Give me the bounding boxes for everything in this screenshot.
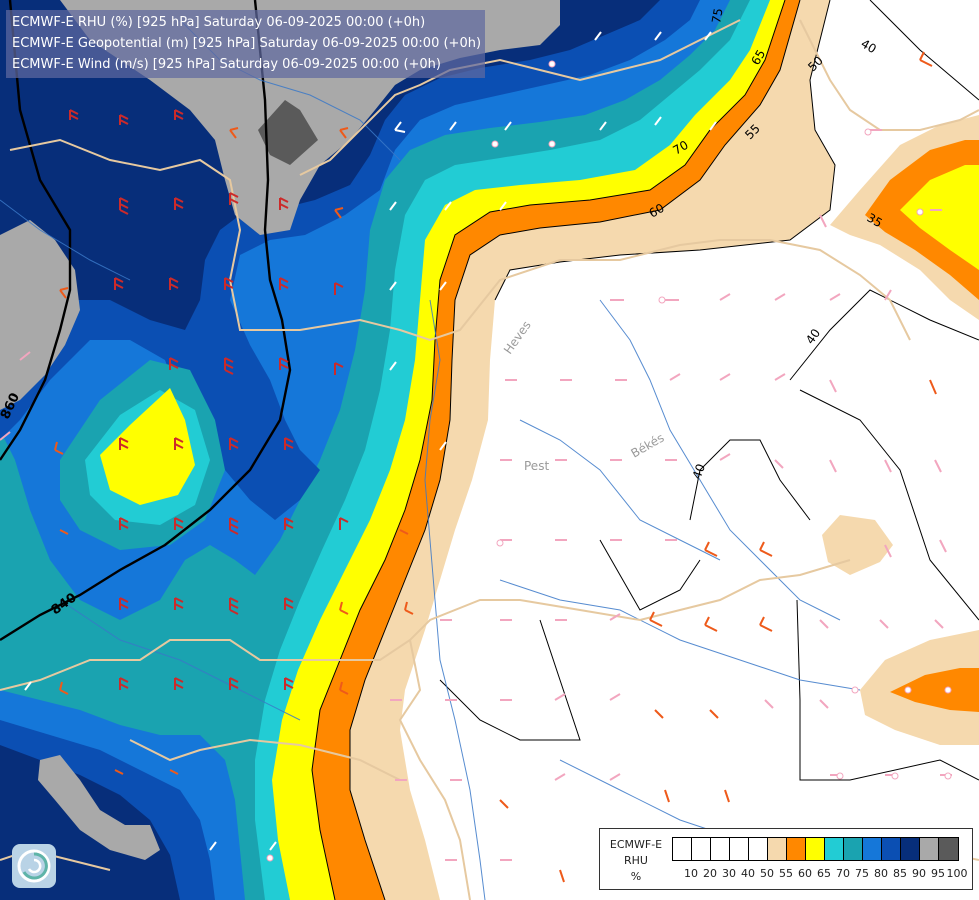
legend-swatch xyxy=(711,838,730,860)
legend-ticks: 10 20 30 40 50 55 60 65 70 75 80 85 90 95 100 xyxy=(672,867,972,881)
legend-swatches xyxy=(672,837,959,861)
legend-tick-label: 95 xyxy=(931,867,945,880)
title-rhu: ECMWF-E RHU (%) [925 hPa] Saturday 06-09… xyxy=(12,15,426,30)
legend-swatch xyxy=(939,838,958,860)
legend-tick-label: 60 xyxy=(798,867,812,880)
legend-tick-label: 50 xyxy=(760,867,774,880)
rh-contour-labels: 75 65 55 70 60 50 40 35 40 40 xyxy=(647,7,885,481)
contour-label-40: 40 xyxy=(859,36,879,56)
rh-55-small-patch xyxy=(822,515,893,575)
rh-contour-lines xyxy=(311,0,979,900)
contour-label-75: 75 xyxy=(709,7,725,24)
legend-swatch xyxy=(692,838,711,860)
rh-100-area xyxy=(258,100,318,165)
legend-swatch xyxy=(806,838,825,860)
legend-swatch xyxy=(901,838,920,860)
legend-tick-label: 20 xyxy=(703,867,717,880)
legend-swatch xyxy=(863,838,882,860)
rh-95-area-sw xyxy=(38,755,160,860)
legend-tick-label: 75 xyxy=(855,867,869,880)
contour-label-65: 65 xyxy=(748,47,768,67)
contour-label-35: 35 xyxy=(865,210,885,230)
rh-95-area-west xyxy=(0,220,80,410)
legend-tick-label: 90 xyxy=(912,867,926,880)
title-geopotential: ECMWF-E Geopotential (m) [925 hPa] Satur… xyxy=(12,36,482,51)
rivers xyxy=(0,19,861,900)
legend-swatch xyxy=(920,838,939,860)
legend-model: ECMWF-E xyxy=(609,838,663,851)
contour-label-70: 70 xyxy=(671,138,691,158)
wind-barbs xyxy=(0,31,952,883)
contour-label-40-c: 40 xyxy=(690,462,708,481)
legend-swatch xyxy=(825,838,844,860)
legend-unit: % xyxy=(630,870,642,883)
legend-swatch xyxy=(730,838,749,860)
legend-tick-label: 30 xyxy=(722,867,736,880)
geopotential-contours xyxy=(0,0,292,642)
legend-tick-label: 80 xyxy=(874,867,888,880)
legend-swatch xyxy=(882,838,901,860)
rh-60-e-patch xyxy=(890,668,979,712)
legend-variable: RHU xyxy=(624,854,648,867)
legend-swatch xyxy=(844,838,863,860)
contour-label-60: 60 xyxy=(647,201,667,221)
legend-swatch xyxy=(768,838,787,860)
rh-65-core xyxy=(100,388,195,505)
legend-tick-label: 65 xyxy=(817,867,831,880)
legend-swatch xyxy=(787,838,806,860)
rh-65-ne-patch xyxy=(900,165,979,270)
legend-tick-label: 40 xyxy=(741,867,755,880)
legend-swatch xyxy=(749,838,768,860)
legend-tick-label: 85 xyxy=(893,867,907,880)
legend-tick-label: 55 xyxy=(779,867,793,880)
map-title-box: ECMWF-E RHU (%) [925 hPa] Saturday 06-09… xyxy=(6,10,485,78)
ecmwf-swirl-logo xyxy=(12,844,56,888)
title-wind: ECMWF-E Wind (m/s) [925 hPa] Saturday 06… xyxy=(12,57,441,72)
legend-tick-label: 10 xyxy=(684,867,698,880)
color-legend: ECMWF-E RHU % 10 20 30 40 50 55 60 65 70 75 80 85 90… xyxy=(599,828,973,890)
rh-90-area xyxy=(0,0,660,375)
place-label-pest: Pest xyxy=(524,459,549,473)
legend-tick-label: 100 xyxy=(946,867,968,880)
legend-label: ECMWF-E RHU % xyxy=(604,837,668,885)
legend-swatch xyxy=(673,838,692,860)
swirl-icon xyxy=(17,849,51,883)
legend-tick-label: 70 xyxy=(836,867,850,880)
